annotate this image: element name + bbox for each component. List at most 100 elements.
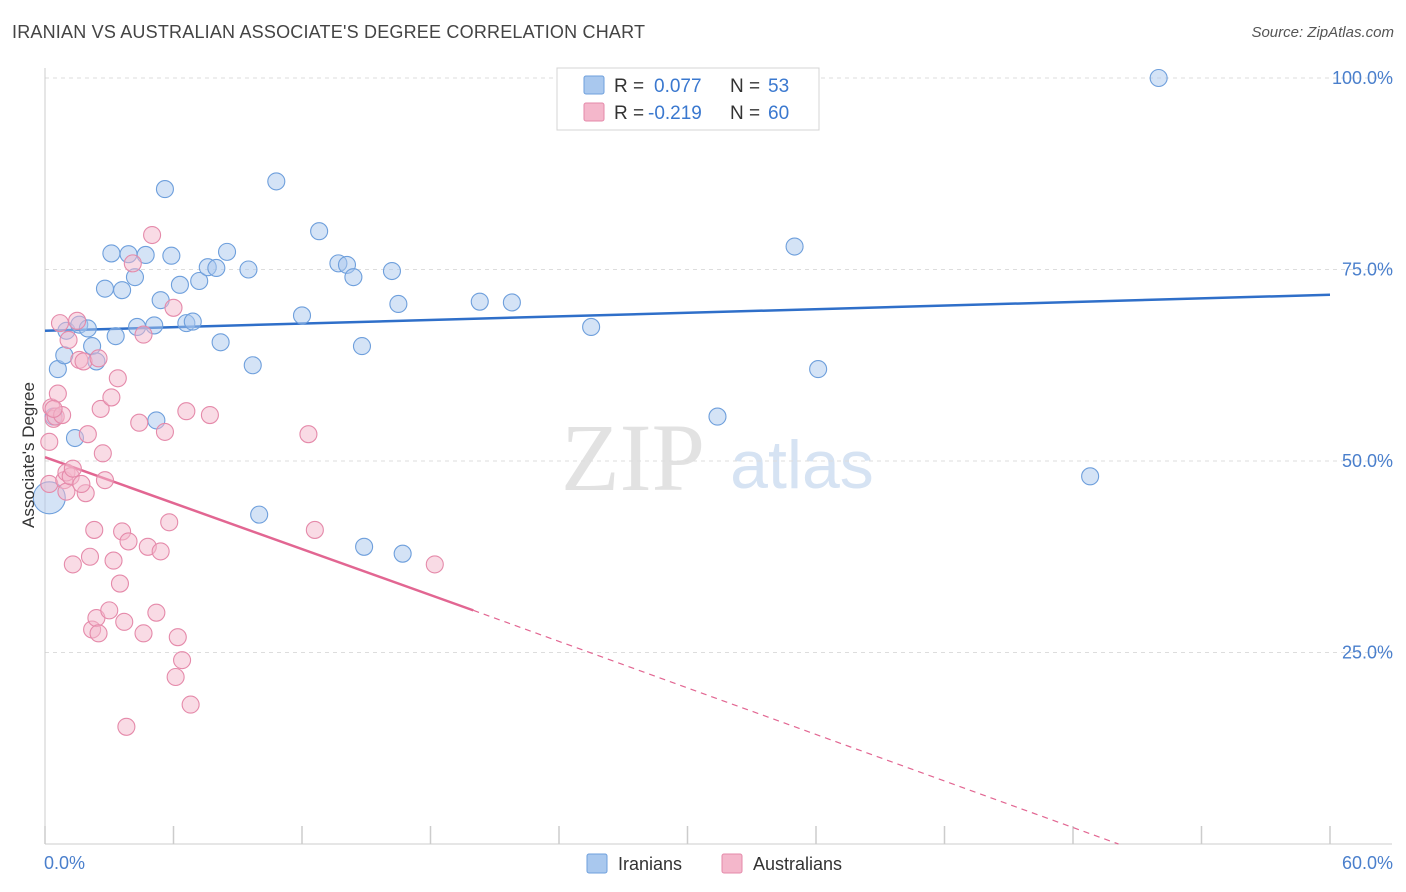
australian-point-46 — [164, 298, 183, 317]
watermark-atlas: atlas — [730, 427, 874, 503]
australian-point-10 — [57, 482, 76, 501]
iranian-point-34 — [267, 172, 286, 191]
australian-point-26 — [95, 471, 115, 490]
australian-point-38 — [134, 325, 153, 344]
australian-point-12 — [63, 459, 82, 478]
australian-point-5 — [48, 384, 67, 403]
chart-title: IRANIAN VS AUSTRALIAN ASSOCIATE'S DEGREE… — [12, 22, 646, 42]
legend-r-label-1: R = — [614, 76, 644, 97]
x-tick-label-min: 0.0% — [44, 853, 85, 873]
iranian-point-44 — [393, 544, 412, 563]
australian-point-52 — [200, 405, 219, 425]
legend-r-label-2: R = — [614, 103, 644, 124]
y-tick-label-100: 100.0% — [1332, 68, 1393, 88]
australian-point-14 — [68, 311, 87, 330]
iranian-point-52 — [1081, 467, 1100, 486]
trend-lines — [44, 293, 1331, 845]
australian-point-53 — [299, 425, 318, 444]
iranian-point-33 — [250, 505, 269, 524]
iranian-point-11 — [102, 244, 121, 263]
australian-point-58 — [72, 474, 91, 494]
australian-point-48 — [168, 628, 187, 647]
iranian-point-48 — [708, 407, 727, 426]
trend-line-australians — [44, 455, 474, 612]
australian-point-28 — [102, 388, 121, 407]
australian-point-56 — [59, 330, 78, 350]
australian-point-54 — [305, 520, 324, 539]
legend-swatch-australians-bottom — [721, 853, 743, 874]
legend-n-label-2: N = — [730, 103, 760, 124]
iranian-point-10 — [95, 279, 115, 298]
iranian-point-13 — [113, 281, 132, 300]
legend-swatch-australians — [583, 102, 605, 122]
australian-point-35 — [117, 717, 136, 736]
iranian-point-39 — [344, 268, 363, 287]
iranian-point-28 — [207, 258, 226, 278]
australian-point-21 — [85, 520, 104, 539]
legend-swatch-iranians — [583, 75, 605, 95]
trend-line-australians-extension — [473, 609, 1119, 845]
iranian-point-30 — [217, 242, 237, 261]
iranian-point-50 — [809, 360, 828, 379]
australian-point-50 — [177, 402, 196, 421]
australian-point-42 — [147, 603, 166, 622]
australian-point-55 — [425, 555, 444, 574]
legend-n-label-1: N = — [730, 76, 760, 97]
australian-point-57 — [44, 399, 63, 418]
australian-point-18 — [78, 425, 97, 444]
australian-point-41 — [143, 225, 162, 245]
australian-point-29 — [104, 551, 123, 570]
iranian-point-47 — [582, 317, 601, 337]
australian-point-33 — [115, 612, 134, 631]
australian-point-59 — [89, 349, 108, 368]
legend-r-value-1: 0.077 — [654, 76, 702, 97]
legend-r-value-2: -0.219 — [648, 103, 702, 124]
iranian-point-46 — [502, 293, 521, 312]
bottom-legend: Iranians Australians — [586, 853, 842, 874]
iranian-point-35 — [292, 306, 312, 325]
iranian-point-29 — [211, 333, 230, 352]
iranian-point-26 — [190, 271, 209, 291]
iranian-point-36 — [310, 222, 329, 241]
iranian-point-51 — [1149, 68, 1168, 88]
source-credit: Source: ZipAtlas.com — [1251, 24, 1394, 41]
australian-point-24 — [91, 399, 110, 418]
australian-point-45 — [160, 513, 179, 532]
trend-line-iranians — [44, 293, 1331, 333]
grid-lines — [45, 77, 1392, 653]
australian-point-19 — [80, 547, 100, 566]
iranian-point-23 — [170, 275, 189, 294]
australian-point-37 — [130, 413, 149, 432]
australian-point-1 — [40, 432, 59, 451]
australian-point-39 — [134, 624, 153, 643]
iranian-point-12 — [106, 327, 125, 346]
australian-point-36 — [123, 254, 142, 273]
australian-point-6 — [50, 314, 70, 333]
y-axis-label: Associate's Degree — [19, 382, 38, 528]
data-points — [32, 68, 1168, 736]
australian-point-44 — [155, 422, 174, 441]
y-tick-label-50: 50.0% — [1342, 451, 1393, 471]
australian-point-30 — [108, 369, 127, 388]
australian-point-31 — [110, 574, 130, 593]
iranian-point-32 — [239, 260, 258, 279]
australian-point-25 — [93, 444, 112, 463]
legend-n-value-2: 60 — [768, 103, 789, 124]
legend-box: R = 0.077 N = 53 R = -0.219 N = 60 — [556, 67, 820, 131]
iranian-point-45 — [470, 292, 489, 311]
australian-point-13 — [63, 555, 82, 574]
iranian-point-17 — [136, 245, 155, 264]
iranian-point-21 — [155, 180, 174, 199]
australian-point-47 — [166, 667, 185, 687]
legend-label-iranians: Iranians — [618, 854, 682, 874]
iranian-point-3 — [55, 346, 74, 365]
iranian-point-40 — [352, 337, 372, 356]
australian-point-34 — [119, 532, 138, 551]
australian-point-51 — [181, 695, 200, 714]
axes — [44, 68, 1392, 845]
tick-labels: 25.0% 50.0% 75.0% 100.0% 0.0% 60.0% — [44, 68, 1393, 873]
iranian-point-41 — [355, 537, 374, 556]
legend-label-australians: Australians — [753, 854, 842, 874]
iranian-point-31 — [243, 356, 262, 375]
